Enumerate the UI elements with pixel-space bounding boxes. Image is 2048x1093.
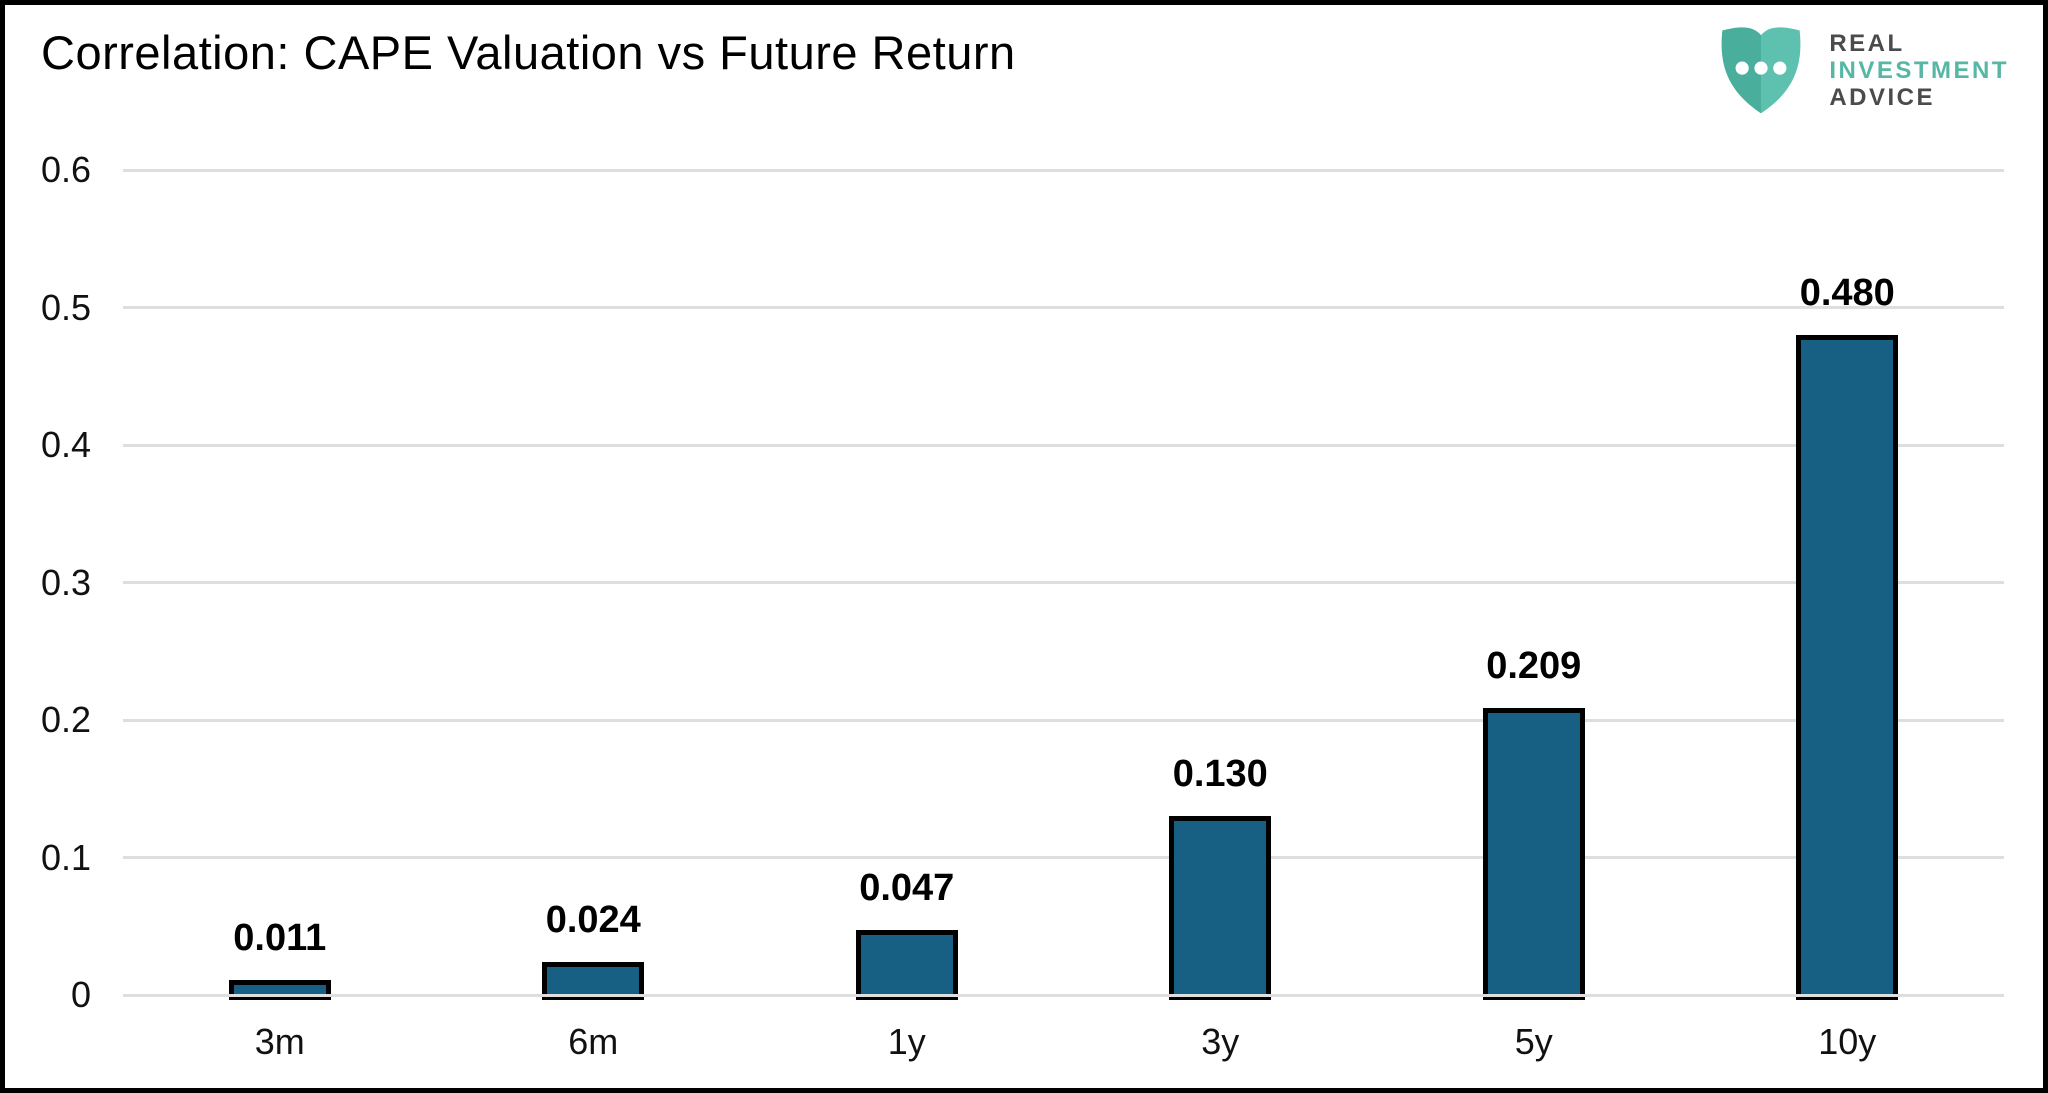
bar-value-label-3m: 0.011 [233,916,327,959]
shield-dot-1 [1735,61,1750,75]
logo-wordmark: REAL INVESTMENT ADVICE [1829,30,2009,111]
x-tick-label-5y: 5y [1514,1021,1553,1062]
gridline-0.1 [123,856,2004,859]
bar-1y [855,930,958,1000]
x-tick-label-1y: 1y [887,1021,926,1062]
logo-line-investment: INVESTMENT [1829,56,2009,84]
bar-5y [1482,707,1585,1000]
x-tick-label-6m: 6m [568,1021,619,1062]
shield-icon [1721,27,1801,114]
chart-title: Correlation: CAPE Valuation vs Future Re… [41,26,1016,79]
shield-dot-2 [1754,61,1768,75]
bar-3m [228,979,331,1000]
bar-3y [1169,816,1272,1000]
ria-logo: REAL INVESTMENT ADVICE [1713,21,2009,119]
bar-value-label-3y: 0.130 [1172,753,1268,796]
y-tick-label-0: 0 [70,974,91,1015]
x-tick-label-10y: 10y [1818,1021,1877,1062]
x-tick-label-3m: 3m [254,1021,305,1062]
bar-value-label-10y: 0.480 [1799,272,1895,314]
gridline-0.5 [123,306,2004,309]
gridline-0.6 [123,168,2004,172]
shield-dot-3 [1773,61,1787,75]
bar-value-label-6m: 0.024 [545,899,641,941]
logo-line-advice: ADVICE [1829,83,1935,111]
logo-line-real: REAL [1829,29,1905,57]
y-tick-label-0.5: 0.5 [40,286,91,328]
gridline-0 [123,993,2004,997]
y-tick-label-0.3: 0.3 [40,561,91,603]
y-tick-label-0.6: 0.6 [40,149,91,190]
y-tick-label-0.2: 0.2 [40,699,91,740]
bar-10y [1796,335,1899,1000]
bar-value-label-5y: 0.209 [1486,644,1582,687]
gridline-0.2 [123,718,2004,722]
plot-area: 0 0.1 0.2 0.3 0.4 0.5 0.6 0.011 3m 0.024 6m 0.047 1y… [41,149,2004,1062]
gridline-0.4 [123,443,2004,447]
y-tick-label-0.4: 0.4 [40,424,91,465]
bar-value-label-1y: 0.047 [859,867,955,910]
gridline-0.3 [123,581,2004,584]
x-tick-label-3y: 3y [1201,1021,1240,1062]
y-tick-label-0.1: 0.1 [40,836,91,878]
